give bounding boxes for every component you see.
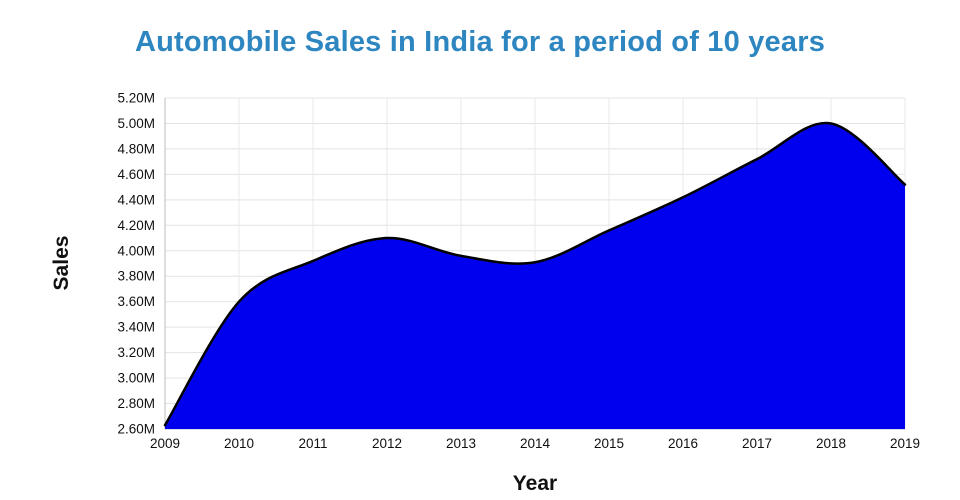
y-tick-label: 2.80M: [117, 396, 155, 411]
y-tick-label: 5.20M: [117, 91, 155, 106]
y-tick-label: 3.80M: [117, 269, 155, 284]
x-tick-label: 2016: [668, 436, 698, 451]
y-tick-label: 4.80M: [117, 141, 155, 156]
x-tick-label: 2015: [594, 436, 624, 451]
x-tick-label: 2019: [890, 436, 920, 451]
y-tick-label: 3.60M: [117, 294, 155, 309]
y-tick-label: 2.60M: [117, 422, 155, 437]
area-fill: [165, 123, 905, 429]
x-tick-label: 2010: [224, 436, 254, 451]
y-tick-label: 5.00M: [117, 116, 155, 131]
x-tick-label: 2018: [816, 436, 846, 451]
chart-title: Automobile Sales in India for a period o…: [134, 26, 826, 58]
x-tick-label: 2014: [520, 436, 551, 451]
y-tick-label: 4.20M: [117, 218, 155, 233]
y-tick-label: 4.00M: [117, 243, 155, 258]
x-axis-title: Year: [512, 472, 558, 495]
y-axis-title: Sales: [50, 235, 73, 291]
x-tick-label: 2009: [150, 436, 180, 451]
x-tick-label: 2017: [742, 436, 772, 451]
y-tick-label: 3.00M: [117, 371, 155, 386]
y-tick-label: 3.20M: [117, 345, 155, 360]
x-tick-label: 2011: [298, 436, 327, 451]
y-tick-label: 4.40M: [117, 192, 155, 207]
y-tick-label: 4.60M: [117, 167, 155, 182]
line-series: [163, 121, 907, 427]
x-tick-label: 2012: [372, 436, 402, 451]
x-tick-label: 2013: [446, 436, 476, 451]
y-tick-label: 3.40M: [117, 320, 155, 335]
